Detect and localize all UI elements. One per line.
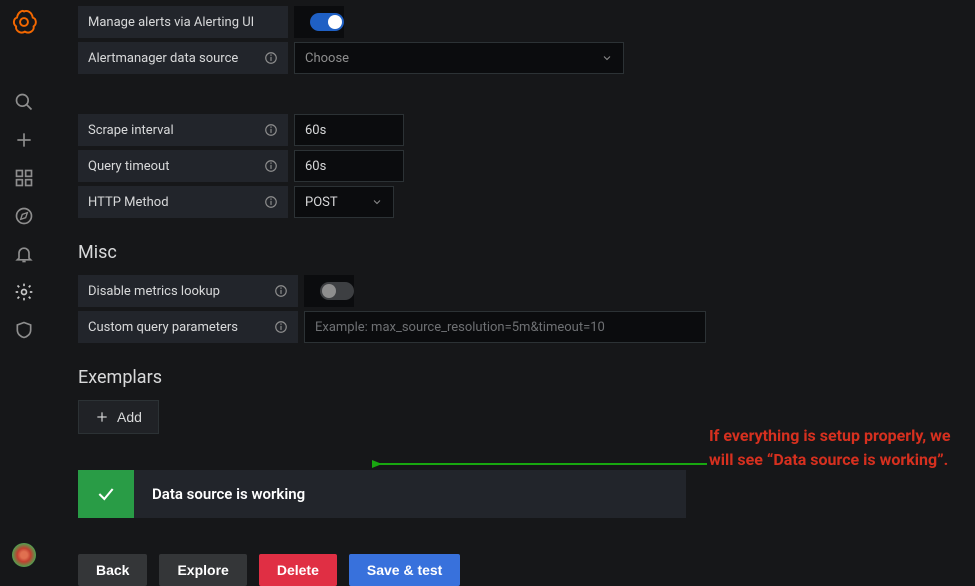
info-icon[interactable]	[264, 123, 278, 137]
plus-icon[interactable]	[14, 130, 34, 150]
main-content: Manage alerts via Alerting UI Alertmanag…	[48, 0, 975, 575]
info-icon[interactable]	[274, 284, 288, 298]
scrape-interval-input[interactable]: 60s	[294, 114, 404, 146]
custom-params-input[interactable]: Example: max_source_resolution=5m&timeou…	[304, 311, 706, 343]
manage-alerts-label: Manage alerts via Alerting UI	[78, 6, 288, 38]
misc-section-title: Misc	[78, 242, 959, 263]
http-method-select[interactable]: POST	[294, 186, 394, 218]
check-icon	[96, 484, 116, 504]
disable-lookup-toggle-wrap	[304, 275, 354, 307]
delete-button[interactable]: Delete	[259, 554, 337, 586]
annotation-text: If everything is setup properly, we will…	[709, 424, 959, 472]
plus-icon	[95, 410, 109, 424]
select-value: Choose	[305, 51, 349, 66]
label-text: Disable metrics lookup	[88, 284, 220, 299]
shield-icon[interactable]	[14, 320, 34, 340]
custom-params-label: Custom query parameters	[78, 311, 298, 343]
input-value: 60s	[305, 159, 326, 174]
label-text: Scrape interval	[88, 123, 174, 138]
add-exemplar-button[interactable]: Add	[78, 400, 159, 434]
configuration-gear-icon[interactable]	[14, 282, 34, 302]
grafana-logo-icon[interactable]	[10, 8, 38, 36]
query-timeout-input[interactable]: 60s	[294, 150, 404, 182]
input-value: 60s	[305, 123, 326, 138]
explore-button[interactable]: Explore	[159, 554, 246, 586]
exemplars-section-title: Exemplars	[78, 367, 959, 388]
chevron-down-icon	[601, 52, 613, 64]
bottom-button-row: Back Explore Delete Save & test	[78, 554, 959, 586]
query-timeout-label: Query timeout	[78, 150, 288, 182]
save-test-button[interactable]: Save & test	[349, 554, 460, 586]
alertmanager-select[interactable]: Choose	[294, 42, 624, 74]
sidebar	[0, 0, 48, 575]
disable-lookup-label: Disable metrics lookup	[78, 275, 298, 307]
info-icon[interactable]	[264, 51, 278, 65]
back-button[interactable]: Back	[78, 554, 147, 586]
alerting-bell-icon[interactable]	[14, 244, 34, 264]
search-icon[interactable]	[14, 92, 34, 112]
info-icon[interactable]	[264, 195, 278, 209]
manage-alerts-toggle-wrap	[294, 6, 344, 38]
label-text: Alertmanager data source	[88, 51, 238, 66]
manage-alerts-toggle[interactable]	[310, 13, 344, 31]
button-label: Add	[117, 409, 142, 425]
success-alert: Data source is working	[78, 470, 686, 518]
disable-lookup-toggle[interactable]	[320, 282, 354, 300]
dashboards-icon[interactable]	[14, 168, 34, 188]
info-icon[interactable]	[264, 159, 278, 173]
scrape-interval-label: Scrape interval	[78, 114, 288, 146]
label-text: Manage alerts via Alerting UI	[88, 15, 254, 30]
http-method-label: HTTP Method	[78, 186, 288, 218]
alert-message: Data source is working	[134, 485, 305, 503]
chevron-down-icon	[371, 196, 383, 208]
label-text: Custom query parameters	[88, 320, 238, 335]
label-text: HTTP Method	[88, 195, 169, 210]
explore-icon[interactable]	[14, 206, 34, 226]
select-value: POST	[305, 195, 338, 210]
user-avatar[interactable]	[12, 543, 36, 567]
input-placeholder: Example: max_source_resolution=5m&timeou…	[315, 320, 605, 335]
success-icon-box	[78, 470, 134, 518]
label-text: Query timeout	[88, 159, 169, 174]
info-icon[interactable]	[274, 320, 288, 334]
alertmanager-label: Alertmanager data source	[78, 42, 288, 74]
